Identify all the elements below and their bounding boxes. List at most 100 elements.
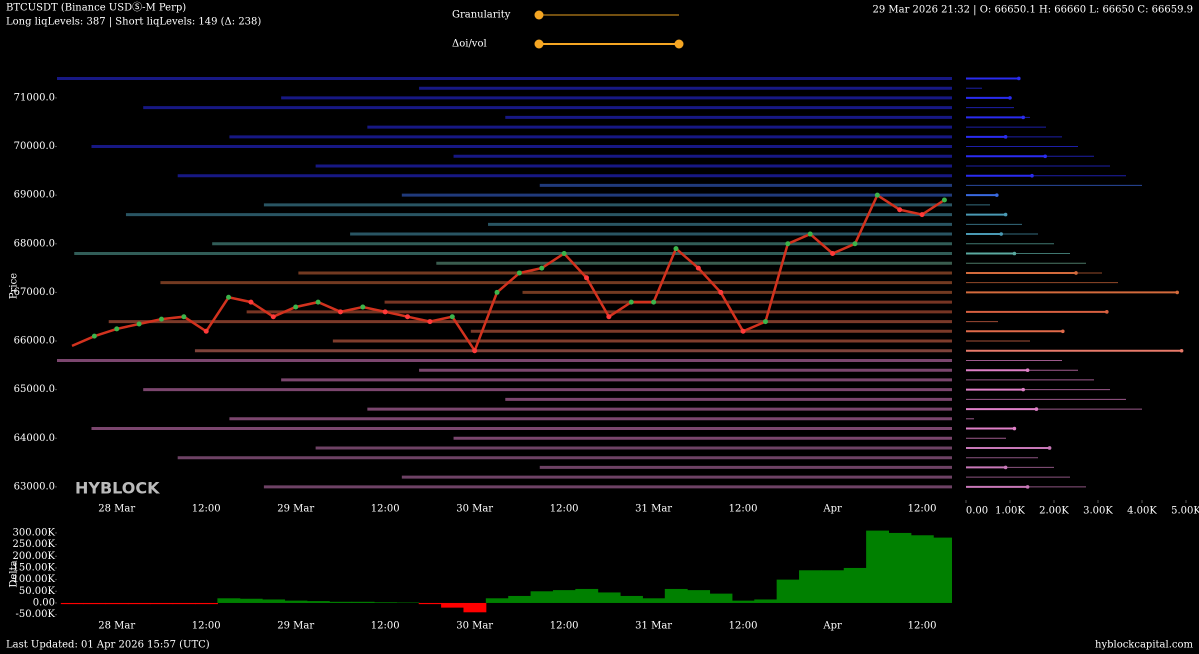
x-tick-label: Apr <box>822 621 842 632</box>
delta-axis-title: Delta <box>9 560 20 587</box>
watermark: HYBLOCK <box>75 479 160 498</box>
hist-dot <box>1003 212 1008 217</box>
x-tick-label: 30 Mar <box>456 504 493 515</box>
x-tick-label: 12:00 <box>192 504 221 515</box>
hist-dot <box>1074 271 1078 275</box>
price-dot <box>293 304 299 310</box>
delta-bar <box>888 532 912 603</box>
oi-vol-knob-high[interactable] <box>674 39 684 49</box>
x-tick-label: 31 Mar <box>635 621 672 632</box>
x-tick-label: Apr <box>822 504 842 515</box>
price-dot <box>91 333 97 339</box>
x-tick-label: 5.00K <box>1171 506 1199 517</box>
hist-dot <box>1043 154 1047 159</box>
delta-bar <box>329 601 353 603</box>
price-dot <box>337 309 343 315</box>
price-axis-title: Price <box>9 273 20 299</box>
delta-bar <box>127 602 151 605</box>
delta-bar <box>866 530 890 603</box>
hist-dot <box>1025 485 1030 489</box>
granularity-knob[interactable] <box>534 10 544 20</box>
delta-bar <box>485 598 509 603</box>
subtitle: Long liqLevels: 387 | Short liqLevels: 1… <box>6 17 261 28</box>
delta-bar <box>463 602 487 613</box>
price-dot <box>472 348 478 354</box>
x-tick-label: 12:00 <box>550 504 579 515</box>
oi-vol-label: Δoi/vol <box>452 39 487 50</box>
price-dot <box>919 212 925 218</box>
delta-bar <box>709 593 733 603</box>
price-dot <box>628 299 634 305</box>
x-tick-label: 12:00 <box>729 621 758 632</box>
price-dot <box>785 241 791 247</box>
hist-dot <box>999 232 1003 236</box>
price-dot <box>762 319 768 325</box>
y-tick-label: 66000.0 <box>14 336 55 347</box>
x-tick-label: 12:00 <box>908 621 937 632</box>
hist-dot <box>1047 446 1052 450</box>
price-dot <box>584 275 590 281</box>
price-dot <box>695 265 701 271</box>
delta-bar <box>262 599 286 603</box>
price-dot <box>226 294 232 300</box>
x-tick-label: 29 Mar <box>277 621 314 632</box>
price-dot <box>494 289 500 295</box>
delta-bar <box>306 601 330 603</box>
delta-bar <box>60 602 84 605</box>
price-dot <box>248 299 254 305</box>
price-dot <box>136 321 142 327</box>
x-tick-label: 29 Mar <box>277 504 314 515</box>
y-tick-label: 250.00K <box>13 539 56 550</box>
delta-bar <box>597 592 621 603</box>
price-dot <box>830 251 836 257</box>
delta-bar <box>664 588 688 603</box>
x-tick-label: 12:00 <box>371 621 400 632</box>
delta-bar <box>687 590 711 603</box>
x-tick-label: 31 Mar <box>635 504 672 515</box>
price-dot <box>852 241 858 247</box>
y-tick-label: 69000.0 <box>14 190 55 201</box>
x-tick-label: 4.00K <box>1127 506 1157 517</box>
ohlc: 29 Mar 2026 21:32 | O: 66650.1 H: 66660 … <box>872 5 1193 16</box>
hist-dot <box>1021 115 1025 120</box>
price-dot <box>181 314 187 320</box>
price-dot <box>606 314 612 320</box>
hist-dot <box>995 193 999 197</box>
x-tick-label: 28 Mar <box>98 621 135 632</box>
price-dot <box>561 251 567 257</box>
price-dot <box>315 299 321 305</box>
x-tick-label: 12:00 <box>729 504 758 515</box>
price-dot <box>114 326 120 332</box>
price-dot <box>539 265 545 271</box>
price-dot <box>270 314 276 320</box>
price-dot <box>897 207 903 213</box>
price-dot <box>651 299 657 305</box>
hist-dot <box>1061 329 1065 334</box>
oi-vol-knob-low[interactable] <box>534 39 544 49</box>
price-dot <box>158 316 164 322</box>
x-tick-label: 30 Mar <box>456 621 493 632</box>
delta-bar <box>552 590 576 603</box>
delta-bar <box>239 598 263 603</box>
delta-bar <box>933 537 952 603</box>
y-tick-label: 67000.0 <box>14 287 55 298</box>
delta-bar <box>284 600 308 603</box>
price-dot <box>360 304 366 310</box>
price-dot <box>941 197 947 203</box>
delta-bar <box>642 598 666 603</box>
price-dot <box>449 314 455 320</box>
x-tick-label: 12:00 <box>192 621 221 632</box>
delta-bar <box>441 602 464 608</box>
delta-bar <box>172 602 196 605</box>
hist-dot <box>1030 173 1034 178</box>
price-dot <box>718 289 724 295</box>
x-tick-label: 28 Mar <box>98 504 135 515</box>
price-dot <box>382 309 388 315</box>
x-tick-label: 2.00K <box>1039 506 1069 517</box>
y-tick-label: 0.00 <box>33 597 55 608</box>
delta-bar <box>575 588 599 603</box>
granularity-label: Granularity <box>452 10 511 21</box>
delta-bar <box>150 602 174 605</box>
x-tick-label: 12:00 <box>908 504 937 515</box>
